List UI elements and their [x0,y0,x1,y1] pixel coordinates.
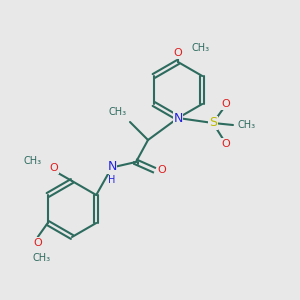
Text: N: N [107,160,117,173]
Text: O: O [158,165,166,175]
Text: CH₃: CH₃ [109,107,127,117]
Text: S: S [209,116,217,130]
Text: CH₃: CH₃ [192,43,210,53]
Text: O: O [222,139,230,149]
Text: O: O [174,48,182,58]
Text: CH₃: CH₃ [24,156,42,166]
Text: O: O [50,163,58,173]
Text: O: O [33,238,42,248]
Text: O: O [222,99,230,109]
Text: CH₃: CH₃ [237,120,255,130]
Text: H: H [108,175,116,185]
Text: CH₃: CH₃ [33,253,51,263]
Text: N: N [173,112,183,124]
